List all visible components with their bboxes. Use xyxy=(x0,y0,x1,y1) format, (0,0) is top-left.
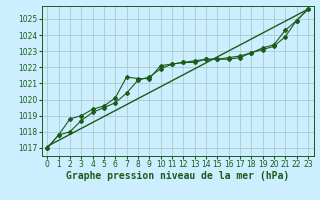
X-axis label: Graphe pression niveau de la mer (hPa): Graphe pression niveau de la mer (hPa) xyxy=(66,171,289,181)
